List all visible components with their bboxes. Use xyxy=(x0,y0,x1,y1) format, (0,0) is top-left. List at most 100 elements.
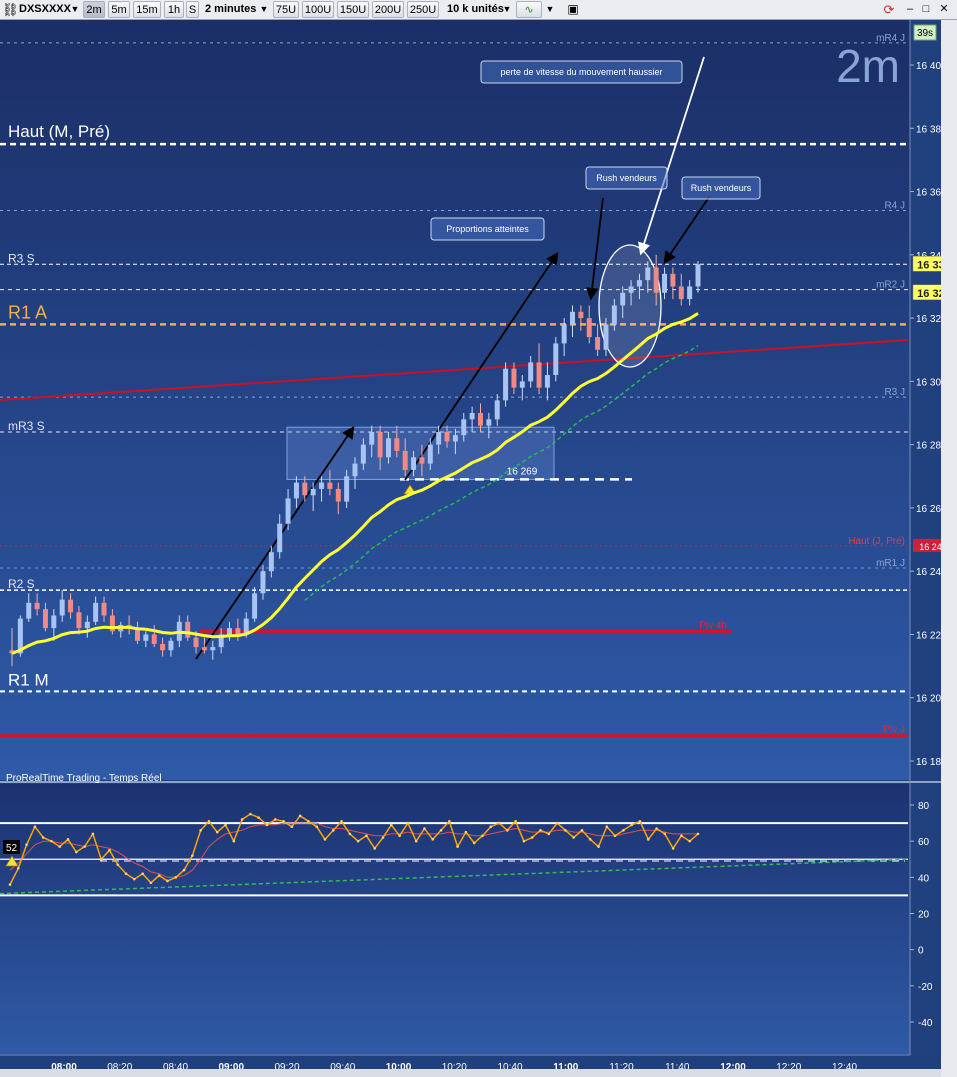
candle-body xyxy=(385,438,391,458)
candle-body xyxy=(17,618,23,654)
oscillator-point xyxy=(588,838,592,841)
chevron-down-icon[interactable]: ▼ xyxy=(259,4,269,14)
chart-type-icon[interactable]: ∿ xyxy=(516,1,542,18)
oscillator-point xyxy=(530,836,534,839)
chevron-down-icon[interactable]: ▼ xyxy=(502,4,512,14)
oscillator-point xyxy=(50,839,53,843)
x-tick-label: 08:20 xyxy=(107,1062,132,1073)
candle-body xyxy=(628,286,634,293)
countdown-badge xyxy=(913,24,937,41)
annotation-box xyxy=(681,176,761,200)
candle-body xyxy=(369,431,375,445)
oscillator-point xyxy=(489,825,493,828)
y-tick-label: 16 200 xyxy=(916,694,947,705)
chart-drawings: 16 269 perte de vitesse du mouvement haus… xyxy=(0,56,909,660)
x-tick-label: 09:20 xyxy=(274,1062,299,1073)
y-tick-label: 16 180 xyxy=(916,757,947,768)
oscillator-point xyxy=(257,816,260,819)
timeframe-1h-button[interactable]: 1h xyxy=(164,1,184,18)
unit-250u-button[interactable]: 250U xyxy=(407,1,439,18)
osc-current-value: 52 xyxy=(6,843,18,854)
oscillator-point xyxy=(315,825,318,828)
level-label-r3-s: R3 S xyxy=(8,251,35,265)
candle-body xyxy=(201,647,207,651)
level-label-mr2-j: mR2 J xyxy=(876,280,905,291)
unit-75u-button[interactable]: 75U xyxy=(273,1,299,18)
oscillator-point xyxy=(406,821,410,825)
close-icon[interactable]: ✕ xyxy=(939,3,949,15)
options-icon[interactable]: ▣ xyxy=(567,2,579,16)
timeframe-s-button[interactable]: S xyxy=(186,1,199,18)
candle-body xyxy=(252,593,258,619)
x-tick-label: 10:20 xyxy=(442,1062,467,1073)
oscillator-point xyxy=(199,829,202,832)
x-tick-label: 12:40 xyxy=(832,1062,857,1073)
unit-100u-button[interactable]: 100U xyxy=(302,1,334,18)
x-tick-label: 12:20 xyxy=(776,1062,801,1073)
x-tick-label: 11:40 xyxy=(665,1062,690,1073)
oscillator-point xyxy=(472,841,476,845)
range-box xyxy=(286,426,555,480)
alert-bell-icon xyxy=(5,855,19,867)
oscillator-panel xyxy=(0,784,910,1054)
candle-body xyxy=(394,438,400,451)
timeframe-15m-button[interactable]: 15m xyxy=(133,1,161,18)
oscillator-point xyxy=(282,819,285,823)
chevron-down-icon[interactable]: ▼ xyxy=(545,4,555,14)
oscillator-point xyxy=(638,819,642,823)
oscillator-point xyxy=(16,866,20,870)
price-panel xyxy=(0,20,910,780)
osc-tick-label: -20 xyxy=(918,982,933,993)
maximize-icon[interactable]: □ xyxy=(922,3,930,15)
oscillator-point xyxy=(646,838,650,841)
moving-average-slow-line xyxy=(304,345,699,601)
refresh-icon[interactable]: ⟳ xyxy=(883,2,895,17)
oscillator-point xyxy=(124,872,128,876)
oscillator-point xyxy=(8,883,12,886)
candle-body xyxy=(419,457,425,464)
unit-200u-button[interactable]: 200U xyxy=(372,1,404,18)
link-icon[interactable]: ⛓ xyxy=(2,2,19,17)
oscillator-point xyxy=(605,825,609,828)
oscillator-point xyxy=(91,832,95,836)
chevron-down-icon[interactable]: ▼ xyxy=(70,4,80,14)
oscillator-point xyxy=(240,818,244,821)
minimize-icon[interactable]: – xyxy=(906,3,914,15)
candle-body xyxy=(277,523,283,553)
candle-body xyxy=(59,599,65,616)
annotation-text: Proportions atteintes xyxy=(446,224,529,234)
candle-body xyxy=(553,343,559,376)
oscillator-point xyxy=(547,832,551,836)
oscillator-point xyxy=(663,832,667,836)
y-tick-label: 16 300 xyxy=(916,377,947,388)
candle-body xyxy=(653,267,659,293)
candle-body xyxy=(620,292,626,306)
candle-body xyxy=(477,413,483,426)
candle-body xyxy=(185,621,191,638)
oscillator-point xyxy=(564,829,567,832)
candle-body xyxy=(536,362,542,388)
candle-body xyxy=(235,628,241,635)
level-label-haut-j-pr: Haut (J, Pré) xyxy=(848,536,905,547)
period-select[interactable]: 2 minutes xyxy=(205,3,257,15)
right-scrollbar[interactable] xyxy=(941,20,957,1077)
candle-body xyxy=(243,618,249,635)
bottom-scrollbar[interactable] xyxy=(0,1069,941,1077)
annotation-box xyxy=(585,166,668,190)
oscillator-point xyxy=(464,830,468,834)
unit-150u-button[interactable]: 150U xyxy=(337,1,369,18)
annotation-text: Rush vendeurs xyxy=(691,183,752,193)
oscillator-point xyxy=(572,836,575,839)
units-select[interactable]: 10 k unités xyxy=(447,3,504,15)
timeframe-2m-button[interactable]: 2m xyxy=(83,1,105,18)
annotation-text: Rush vendeurs xyxy=(596,173,657,183)
oscillator-point xyxy=(298,814,302,818)
timeframe-5m-button[interactable]: 5m xyxy=(108,1,130,18)
instrument-name[interactable]: DXSXXXX xyxy=(19,3,71,15)
y-tick-label: 16 220 xyxy=(916,630,947,641)
oscillator-point xyxy=(555,821,559,825)
oscillator-point xyxy=(539,829,542,832)
oscillator-point xyxy=(423,827,426,830)
oscillator-point xyxy=(597,845,600,848)
